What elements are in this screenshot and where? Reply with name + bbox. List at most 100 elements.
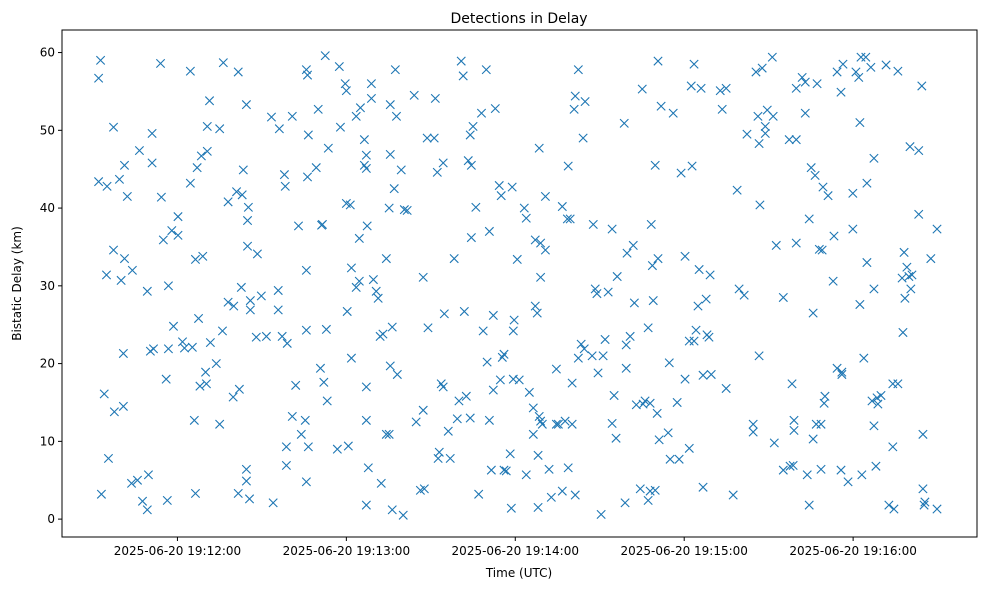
data-point [423,323,433,333]
data-point [918,484,928,494]
data-point [652,408,662,418]
data-point [859,353,869,363]
data-point [241,464,251,474]
data-point [507,182,517,192]
x-tick-label: 2025-06-20 19:16:00 [789,544,916,558]
y-tick-label: 10 [40,434,55,448]
data-point [905,142,915,152]
data-point [906,284,916,294]
data-point [273,285,283,296]
data-point [808,434,818,444]
data-point [873,399,883,409]
data-point [706,369,716,380]
data-point [540,245,550,255]
data-point [557,486,567,496]
data-point [643,495,653,506]
data-point [654,435,664,445]
data-point [422,133,432,143]
data-point [647,261,657,271]
data-point [802,470,812,480]
data-point [576,339,586,349]
data-point [698,370,708,380]
data-point [391,111,402,121]
data-point [445,453,455,464]
data-point [392,369,402,380]
data-point [296,429,306,439]
data-point [361,500,371,510]
data-point [198,251,208,261]
data-point [384,429,394,439]
data-point [163,281,174,291]
data-point [791,135,801,145]
data-point [205,338,215,348]
data-point [721,383,731,394]
data-point [243,202,253,212]
data-point [351,111,361,121]
data-point [855,117,865,128]
data-point [505,449,515,459]
data-point [728,490,738,500]
data-point [241,100,251,110]
data-point [530,235,540,245]
data-point [717,104,727,114]
data-point [418,405,428,415]
data-point [291,380,301,390]
data-point [570,490,580,500]
data-point [355,103,366,113]
data-point [438,158,448,168]
data-point [808,308,818,318]
data-point [607,418,617,429]
data-point [569,104,579,114]
data-point [443,426,453,436]
data-point [282,338,292,348]
data-point [368,275,378,285]
data-point [748,419,758,429]
data-point [932,224,942,234]
data-point [142,286,152,296]
data-point [109,407,119,417]
data-point [204,96,215,106]
data-point [456,56,466,66]
data-point [108,122,119,132]
data-point [866,62,876,72]
data-point [598,351,608,361]
y-tick-label: 20 [40,357,55,371]
x-tick-label: 2025-06-20 19:12:00 [114,544,241,558]
data-point [223,197,233,207]
data-point [823,191,833,201]
data-point [343,441,353,451]
data-point [161,374,171,384]
data-point [876,390,886,401]
data-point [635,484,645,494]
data-point [215,419,225,429]
data-point [848,188,858,198]
data-point [856,52,866,62]
data-point [252,249,262,259]
data-point [532,308,542,318]
data-point [622,248,632,258]
data-point [838,59,848,69]
data-point [565,214,575,224]
data-point [524,387,534,397]
data-point [346,353,357,363]
data-point [242,241,253,251]
data-point [884,500,894,510]
data-point [533,450,543,460]
data-point [676,168,686,178]
data-point [570,91,580,101]
data-point [917,81,927,91]
data-point [449,254,459,264]
data-point [645,398,655,408]
data-point [836,87,846,97]
data-point [800,108,810,118]
data-point [534,411,544,422]
data-point [689,59,699,69]
data-point [519,203,529,213]
data-point [454,396,464,406]
data-point [268,498,278,508]
data-point [256,291,266,301]
data-point [573,65,583,75]
data-point [832,67,842,77]
data-point [900,293,910,303]
